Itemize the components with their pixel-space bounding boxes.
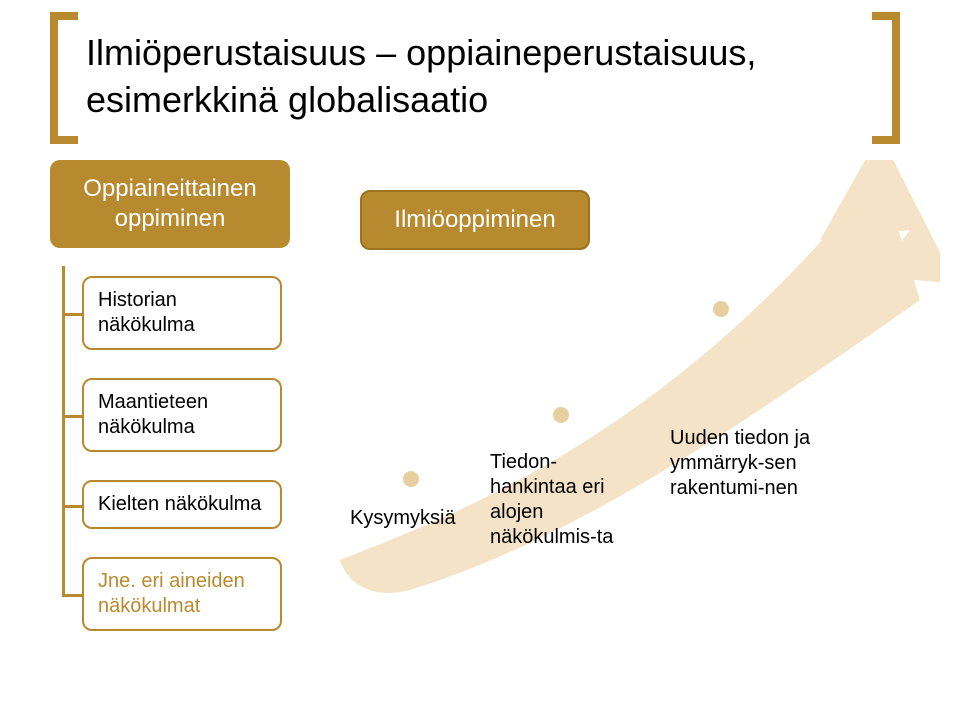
right-area: Ilmiöoppiminen Kysymyksiä Tiedon-hankinta… xyxy=(320,160,940,680)
subject-leaf: Kielten näkökulma xyxy=(82,480,282,529)
left-column: Oppiaineittainen oppiminen Historian näk… xyxy=(50,160,310,631)
subject-leaf: Historian näkökulma xyxy=(82,276,282,350)
subject-tree: Historian näkökulma Maantieteen näkökulma… xyxy=(82,276,310,631)
stage-label: Uuden tiedon ja ymmärryk-sen rakentumi-n… xyxy=(670,426,820,501)
title-line1: Ilmiöperustaisuus – oppiaineperustaisuus… xyxy=(86,32,756,73)
title-container: Ilmiöperustaisuus – oppiaineperustaisuus… xyxy=(50,18,900,138)
stage-label: Kysymyksiä xyxy=(350,506,456,531)
stage-dot xyxy=(710,298,732,320)
subject-leaf: Jne. eri aineiden näkökulmat xyxy=(82,557,282,631)
title-bracket-left xyxy=(50,12,78,144)
subject-leaf: Maantieteen näkökulma xyxy=(82,378,282,452)
title-line2: esimerkkinä globalisaatio xyxy=(86,79,488,120)
stage-dot xyxy=(550,404,572,426)
root-box: Oppiaineittainen oppiminen xyxy=(50,160,290,248)
page-title: Ilmiöperustaisuus – oppiaineperustaisuus… xyxy=(86,30,864,124)
phenomenon-box: Ilmiöoppiminen xyxy=(360,190,590,250)
title-bracket-right xyxy=(872,12,900,144)
stage-label: Tiedon-hankintaa eri alojen näkökulmis-t… xyxy=(490,450,640,550)
stage-dot xyxy=(400,468,422,490)
